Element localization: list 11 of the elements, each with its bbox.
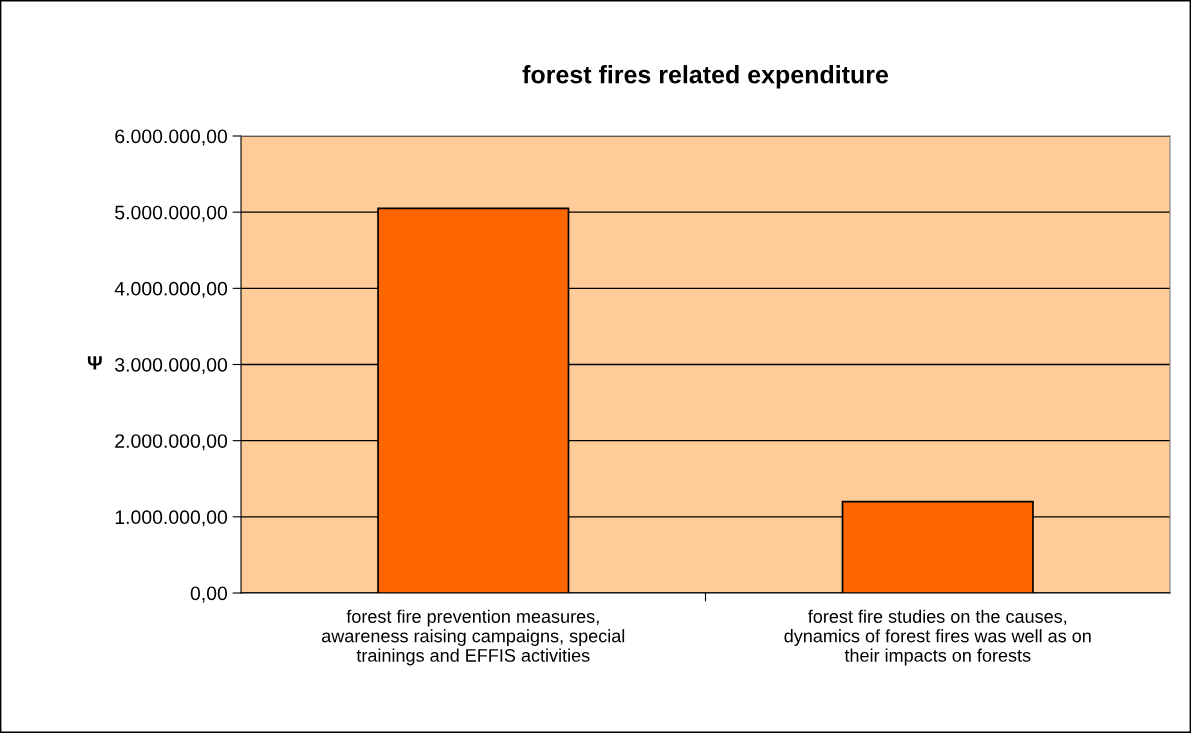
x-tick-label: forest fire prevention measures, awareness raising campaigns, special trainings and EFFIS activities [321,609,625,666]
y-tick-label: 2.000.000,00 [115,434,228,451]
x-tick-label: forest fire studies on the causes, dynamics of forest fires was well as on their impacts on forests [784,609,1091,666]
y-tick-label: 3.000.000,00 [115,357,228,375]
y-tick-label: 5.000.000,00 [115,205,228,222]
y-tick-label: 4.000.000,00 [114,281,228,298]
y-axis-title: Ψ [87,356,102,370]
y-tick-label: 1.000.000,00 [115,510,228,527]
chart-title: forest fires related expenditure [522,65,889,89]
y-tick-label: 6.000.000,00 [115,129,228,146]
y-tick-label: 0,00 [190,586,228,603]
